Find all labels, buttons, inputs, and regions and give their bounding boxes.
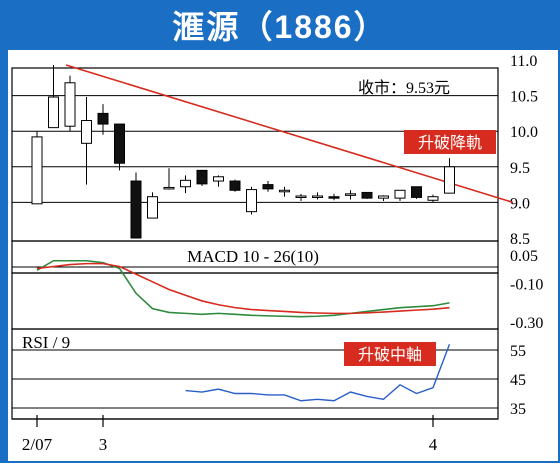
price-tick-label: 9.0 [510, 195, 530, 212]
rsi-tick-label: 35 [510, 401, 526, 418]
candle-up [295, 195, 307, 198]
x-tick-label: 4 [429, 435, 438, 454]
x-tick-label: 2/07 [22, 435, 53, 454]
candle-down [361, 191, 373, 199]
candle-up [427, 196, 439, 201]
candle-up [31, 136, 43, 205]
close-price-annotation: 收市：9.53元 [358, 79, 450, 97]
candle-down [130, 180, 142, 239]
candle-up [81, 120, 92, 144]
price-tick-label: 11.0 [510, 53, 537, 70]
macd-tick-label: 0.05 [510, 248, 538, 265]
candle-up [64, 82, 76, 127]
candle-up [180, 179, 191, 188]
macd-tick-label: -0.30 [510, 315, 543, 332]
candle-down [262, 184, 274, 190]
price-tick-label: 9.5 [510, 160, 530, 177]
candle-up [213, 176, 224, 182]
macd-tick-label: -0.10 [510, 277, 543, 294]
candle-up [147, 196, 158, 219]
candle-up [312, 195, 323, 198]
candle-up [279, 189, 290, 193]
candle-up [246, 189, 257, 213]
rsi-title: RSI / 9 [22, 333, 70, 352]
candle-down [114, 123, 125, 164]
rsi-signal-label: 升破中軸 [358, 346, 422, 364]
candle-down [97, 112, 109, 125]
rsi-tick-label: 55 [510, 343, 526, 360]
chart-header: 滙源（1886） [0, 0, 560, 50]
breakout-signal-label: 升破降軌 [418, 134, 482, 152]
price-tick-label: 10.0 [510, 124, 538, 141]
macd-title: MACD 10 - 26(10) [187, 247, 319, 266]
x-tick-label: 3 [99, 435, 108, 454]
rsi-line [185, 343, 451, 402]
macd-line-panel-border [11, 272, 499, 330]
price-tick-label: 10.5 [510, 89, 538, 106]
candle-up [345, 193, 356, 196]
candle-down [328, 196, 340, 199]
rsi-signal-box [344, 342, 436, 366]
candle-up [163, 186, 175, 190]
rsi-tick-label: 45 [510, 372, 526, 389]
candle-up [378, 195, 389, 199]
candle-up [48, 96, 59, 129]
candle-down [196, 169, 208, 185]
price-tick-label: 8.5 [510, 231, 530, 248]
candle-up [394, 189, 406, 199]
stock-title: 滙源（1886） [172, 9, 388, 45]
breakout-signal-box [404, 130, 496, 154]
candle-down [411, 186, 422, 198]
chart-canvas: 11.0 10.5 10.0 9.5 9.0 8.5 收市：9.53元升破降軌 MACD 10… [8, 50, 558, 461]
price-trendline [65, 64, 514, 204]
candle-up [444, 166, 455, 194]
candle-down [229, 180, 241, 191]
macd-signal-line [36, 262, 450, 315]
